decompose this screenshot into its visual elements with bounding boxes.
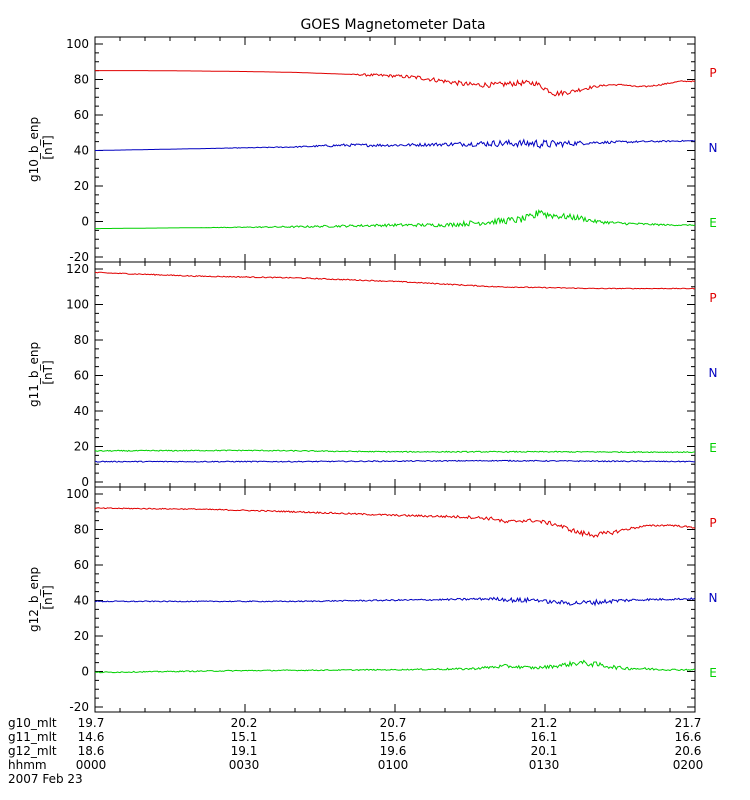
legend-e: E — [709, 666, 717, 680]
axis-row-label: g10_mlt — [8, 716, 57, 730]
y-tick-label: 100 — [66, 37, 89, 51]
y-axis-unit: [nT] — [41, 360, 55, 384]
y-tick-label: 20 — [74, 629, 89, 643]
series-line-e — [94, 659, 696, 674]
axis-row-value: 15.6 — [380, 730, 407, 744]
y-tick-label: 100 — [66, 487, 89, 501]
y-tick-label: 0 — [81, 475, 89, 489]
series-line-n — [94, 459, 696, 463]
series-line-n — [95, 138, 696, 151]
axis-row-value: 16.6 — [675, 730, 702, 744]
axis-row-value: 20.7 — [380, 716, 407, 730]
y-tick-label: -20 — [69, 250, 89, 264]
axis-row-value: 18.6 — [78, 744, 105, 758]
y-tick-label: 60 — [74, 108, 89, 122]
axis-row-value: 20.2 — [231, 716, 258, 730]
series-line-e — [95, 208, 696, 230]
axis-row-label: hhmm — [8, 758, 47, 772]
panel-2: 0 20 40 60 80 100 120 g11_b_enp [nT] P N E — [27, 261, 718, 489]
axis-row-value: 14.6 — [78, 730, 105, 744]
axis-row-value: 21.7 — [675, 716, 702, 730]
legend-p: P — [709, 516, 716, 530]
axis-row-value: 0200 — [673, 758, 704, 772]
panel-1: -20 0 20 40 60 80 100 g10_b_enp [nT] P N E — [27, 36, 718, 264]
y-axis-label: g12_b_enp — [27, 567, 41, 632]
y-tick-label: 0 — [81, 665, 89, 679]
axis-row-value: 20.1 — [531, 744, 558, 758]
y-tick-label: 20 — [74, 179, 89, 193]
y-tick-label: -20 — [69, 700, 89, 714]
y-tick-label: 60 — [74, 558, 89, 572]
y-tick-label: 80 — [74, 73, 89, 87]
axis-row-value: 19.7 — [78, 716, 105, 730]
axis-row-value: 21.2 — [531, 716, 558, 730]
y-tick-label: 0 — [81, 215, 89, 229]
series-line-p — [94, 271, 696, 290]
axis-row-value: 0100 — [378, 758, 409, 772]
legend-p: P — [709, 66, 716, 80]
y-axis-label: g10_b_enp — [27, 117, 41, 182]
series-line-p — [94, 507, 696, 538]
axis-row-value: 19.6 — [380, 744, 407, 758]
legend-n: N — [709, 141, 718, 155]
legend-n: N — [709, 366, 718, 380]
y-tick-label: 60 — [74, 369, 89, 383]
y-axis-unit: [nT] — [41, 585, 55, 609]
y-tick-label: 40 — [74, 144, 89, 158]
axis-table: g10_mlt 19.7 20.2 20.7 21.2 21.7 g11_mlt 14.6 15… — [8, 716, 703, 786]
axis-row-label: g12_mlt — [8, 744, 57, 758]
series-line-n — [94, 596, 696, 607]
y-tick-label: 20 — [74, 440, 89, 454]
axis-row-value: 0030 — [229, 758, 260, 772]
axis-row-value: 19.1 — [231, 744, 258, 758]
panel-3: -20 0 20 40 60 80 100 g12_b_enp [nT] P N E — [27, 486, 718, 714]
y-tick-label: 80 — [74, 333, 89, 347]
y-tick-label: 40 — [74, 404, 89, 418]
legend-p: P — [709, 291, 716, 305]
axis-row-value: 20.6 — [675, 744, 702, 758]
legend-n: N — [709, 591, 718, 605]
y-tick-label: 120 — [66, 262, 89, 276]
axis-row-value: 0000 — [76, 758, 107, 772]
y-tick-label: 100 — [66, 298, 89, 312]
axis-row-value: 0130 — [529, 758, 560, 772]
panel-frame — [94, 261, 696, 488]
legend-e: E — [709, 216, 717, 230]
legend-e: E — [709, 441, 717, 455]
y-axis-label: g11_b_enp — [27, 342, 41, 407]
axis-row-label: g11_mlt — [8, 730, 57, 744]
y-tick-label: 40 — [74, 594, 89, 608]
y-tick-label: 80 — [74, 523, 89, 537]
axis-row-value: 15.1 — [231, 730, 258, 744]
chart-title: GOES Magnetometer Data — [300, 17, 485, 33]
y-axis-unit: [nT] — [41, 135, 55, 159]
date-label: 2007 Feb 23 — [8, 772, 83, 786]
axis-row-value: 16.1 — [531, 730, 558, 744]
series-line-e — [94, 449, 696, 454]
series-line-p — [95, 70, 696, 97]
